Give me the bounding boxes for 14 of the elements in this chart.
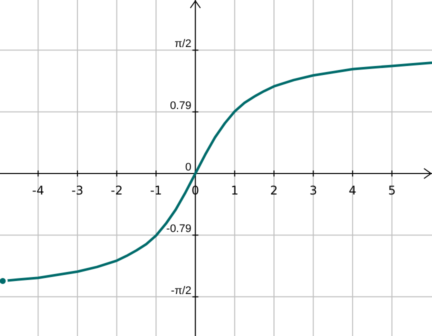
y-tick-label: -0.79 — [166, 223, 192, 236]
x-tick-label: 4 — [348, 183, 356, 198]
x-tick-label: 2 — [270, 183, 278, 198]
y-tick-label: 0.79 — [170, 100, 192, 112]
y-tick-label: π/2 — [174, 38, 192, 50]
x-tick-label: 5 — [388, 183, 396, 198]
x-tick-label: -3 — [71, 183, 84, 198]
y-tick-label: -π/2 — [170, 284, 192, 297]
x-tick-label: 1 — [230, 183, 238, 198]
x-tick-label: -4 — [32, 183, 44, 198]
x-tick-label: -2 — [110, 183, 123, 198]
x-tick-label: 3 — [309, 183, 318, 198]
x-tick-label: -1 — [150, 183, 162, 198]
y-tick-label: 0 — [185, 161, 192, 174]
